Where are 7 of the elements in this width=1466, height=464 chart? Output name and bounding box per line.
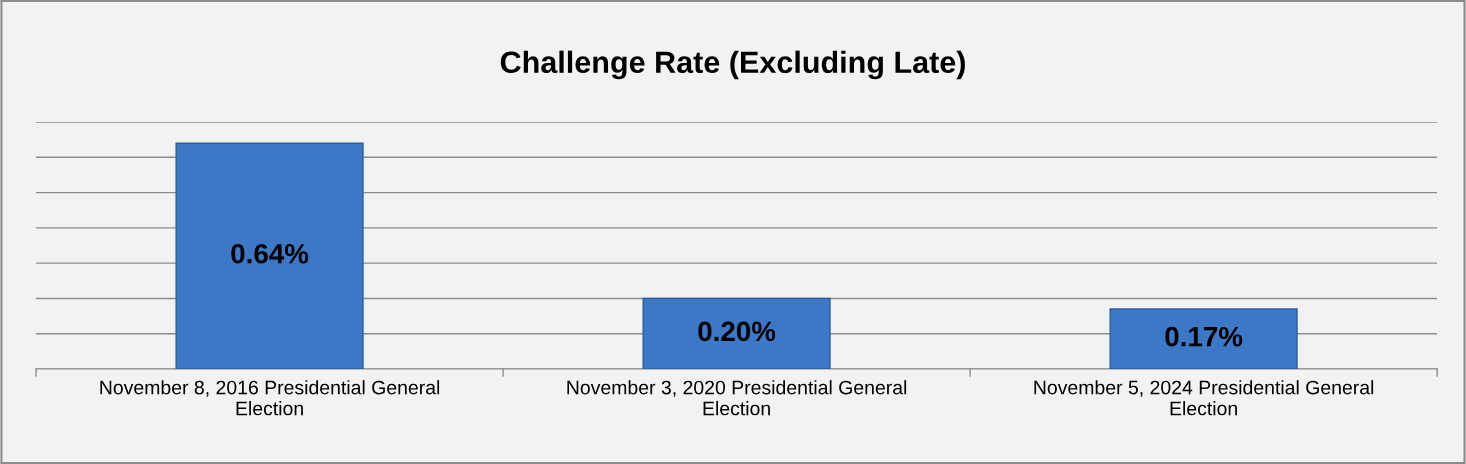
- data-label: 0.20%: [698, 321, 776, 342]
- data-label: 0.17%: [1165, 326, 1243, 347]
- x-tick-label: November 5, 2024 Presidential General Election: [1034, 380, 1374, 416]
- x-tick-label: November 3, 2020 Presidential General Election: [567, 380, 907, 416]
- chart-title: Challenge Rate (Excluding Late): [500, 50, 965, 80]
- data-label: 0.64%: [231, 243, 309, 264]
- x-tick-label: November 8, 2016 Presidential General Election: [100, 380, 440, 416]
